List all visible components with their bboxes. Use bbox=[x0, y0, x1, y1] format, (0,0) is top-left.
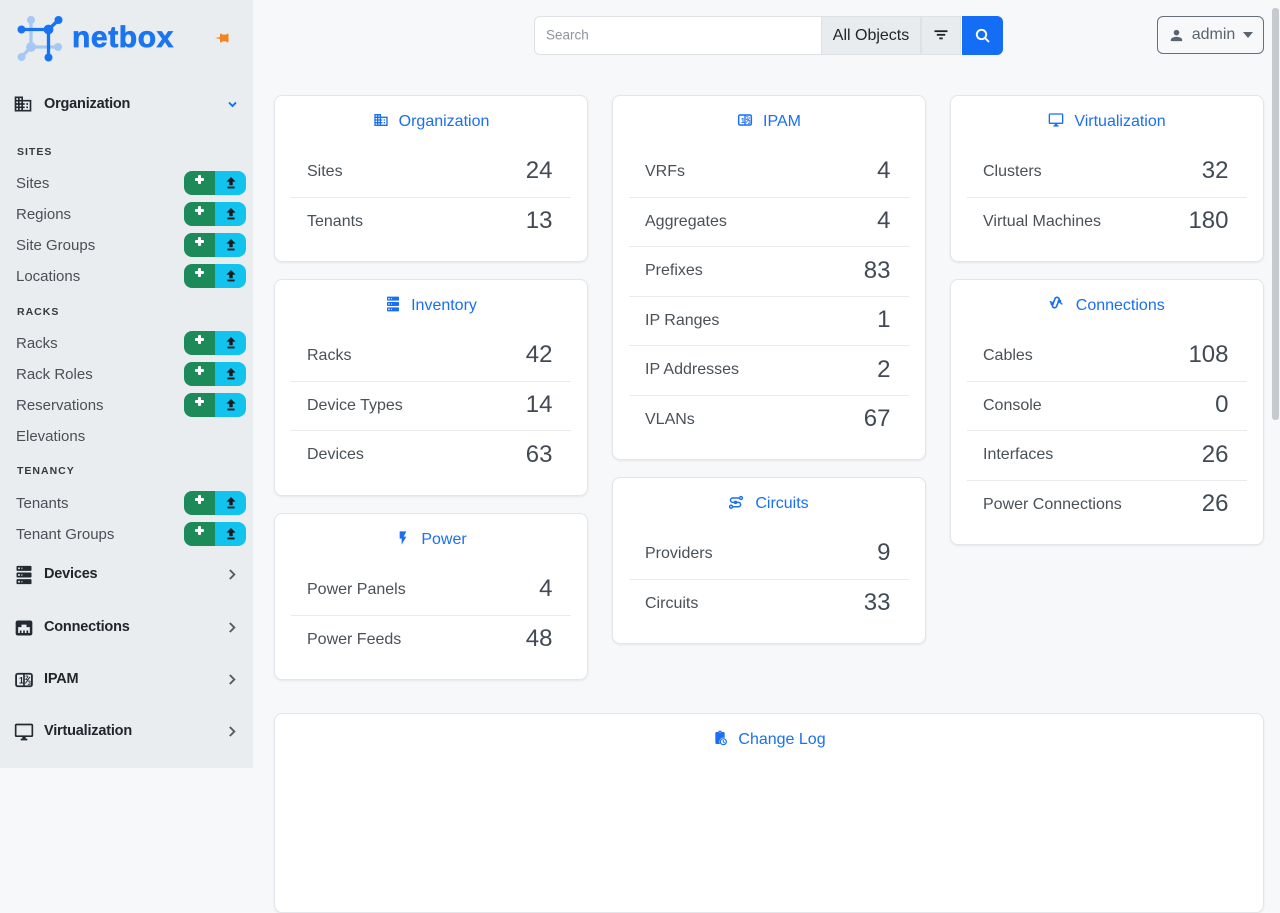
svg-text:3: 3 bbox=[748, 120, 751, 126]
svg-text:2: 2 bbox=[25, 675, 29, 682]
svg-text:1: 1 bbox=[19, 676, 24, 686]
svg-text:3: 3 bbox=[28, 680, 32, 687]
svg-text:1: 1 bbox=[741, 118, 745, 125]
svg-text:2: 2 bbox=[746, 116, 749, 122]
